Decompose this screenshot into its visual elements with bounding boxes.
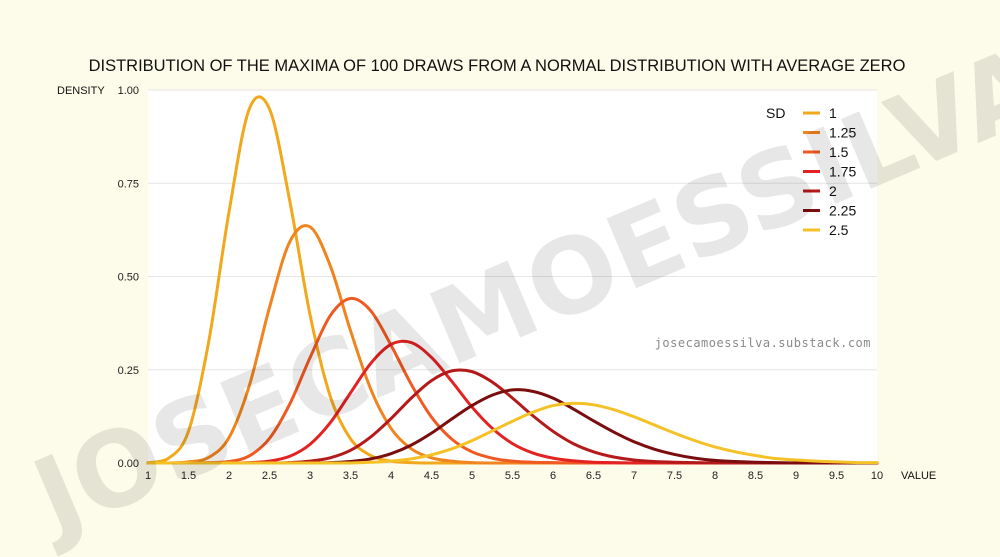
y-axis-label: DENSITY	[57, 85, 105, 97]
series-line-sd-2-5	[146, 401, 879, 465]
y-axis-ticks: 0.00 0.25 0.50 0.75 1.00	[118, 85, 139, 470]
x-tick-label: 9.5	[829, 470, 844, 482]
legend-label: 1	[829, 105, 837, 121]
x-tick-label: 2.5	[262, 470, 277, 482]
x-tick-label: 6.5	[586, 470, 601, 482]
legend-label: 2.25	[829, 203, 856, 219]
x-tick-label: 1	[145, 470, 151, 482]
legend-label: 2	[829, 183, 837, 199]
y-tick-label: 0.75	[118, 178, 139, 190]
chart-title: DISTRIBUTION OF THE MAXIMA OF 100 DRAWS …	[89, 57, 906, 75]
x-tick-label: 2	[226, 470, 232, 482]
source-url: josecamoessilva.substack.com	[655, 336, 871, 350]
x-tick-label: 7	[631, 470, 637, 482]
y-tick-label: 0.25	[118, 365, 139, 377]
x-tick-label: 4	[388, 470, 394, 482]
y-tick-label: 1.00	[118, 85, 139, 97]
legend: SD 1 1.25 1.5 1.75 2 2.25 2.5	[766, 105, 856, 238]
x-tick-label: 1.5	[181, 470, 196, 482]
legend-label: 1.5	[829, 144, 849, 160]
legend-title: SD	[766, 105, 785, 121]
x-tick-label: 5	[469, 470, 475, 482]
y-tick-label: 0.00	[118, 458, 139, 470]
legend-label: 2.5	[829, 222, 849, 238]
x-tick-label: 9	[793, 470, 799, 482]
legend-label: 1.25	[829, 125, 856, 141]
legend-label: 1.75	[829, 164, 856, 180]
x-tick-label: 7.5	[667, 470, 682, 482]
x-tick-label: 10	[871, 470, 883, 482]
x-tick-label: 8.5	[748, 470, 763, 482]
series-lines	[146, 95, 879, 465]
x-tick-label: 6	[550, 470, 556, 482]
x-axis-label: VALUE	[901, 470, 936, 482]
y-tick-label: 0.50	[118, 272, 139, 284]
x-tick-label: 3.5	[343, 470, 358, 482]
x-tick-label: 4.5	[424, 470, 439, 482]
x-tick-label: 8	[712, 470, 718, 482]
x-tick-label: 5.5	[505, 470, 520, 482]
x-tick-label: 3	[307, 470, 313, 482]
x-axis-ticks: 1 1.5 2 2.5 3 3.5 4 4.5 5 5.5 6 6.5 7 7.5 8 8.5 9 9.5 10	[145, 470, 883, 482]
